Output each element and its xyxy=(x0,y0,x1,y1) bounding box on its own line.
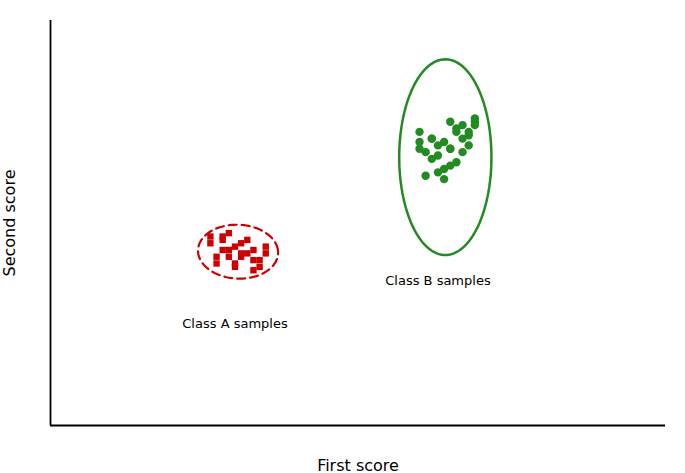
svg-text:Class B samples: Class B samples xyxy=(385,273,491,288)
svg-text:First score: First score xyxy=(317,456,399,473)
svg-text:Class A samples: Class A samples xyxy=(182,316,288,331)
svg-text:Second score: Second score xyxy=(0,170,19,277)
